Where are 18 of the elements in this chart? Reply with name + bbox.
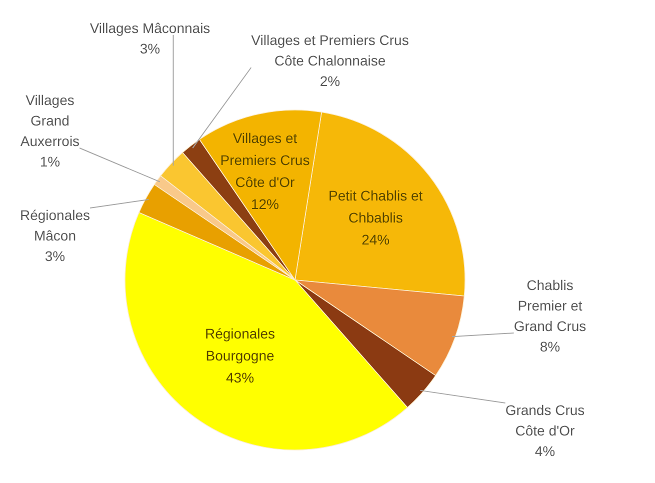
data-label: 12% [250, 196, 280, 212]
slice-label: Villages Mâconnais [90, 20, 210, 36]
data-label: 3% [140, 40, 160, 56]
data-label: 43% [226, 370, 254, 386]
data-label: 2% [320, 73, 340, 89]
data-label: 24% [362, 231, 390, 248]
data-label: 4% [534, 443, 556, 459]
slice-label: Régionales Bourgogne [205, 326, 276, 364]
slice-label: Chablis Premier et Grand Crus [514, 277, 586, 334]
data-label: 8% [540, 338, 560, 354]
slice-label: Régionales Mâcon [20, 207, 90, 244]
slice-label: Petit Chablis et Chbablis [328, 187, 423, 226]
slice-label: Villages et Premiers Crus Côte Chalonnaise [251, 32, 409, 68]
slice-label: Grands Crus Côte d'Or [505, 402, 585, 438]
slice-label: Villages Grand Auxerrois [20, 92, 80, 149]
data-label: 3% [44, 248, 66, 264]
data-label: 1% [40, 154, 60, 170]
slice-label: Villages et Premiers Crus Côte d'Or [220, 130, 310, 190]
